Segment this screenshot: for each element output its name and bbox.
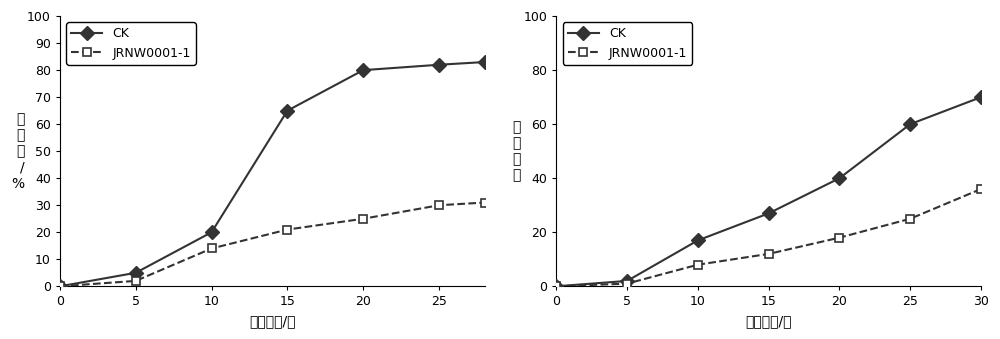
CK bbox=[479, 60, 491, 64]
JRNW0001-1 bbox=[692, 263, 704, 267]
JRNW0001-1 bbox=[357, 217, 369, 221]
JRNW0001-1 bbox=[904, 217, 916, 221]
JRNW0001-1 bbox=[281, 227, 293, 232]
JRNW0001-1 bbox=[130, 279, 142, 283]
CK bbox=[621, 279, 633, 283]
CK bbox=[433, 63, 445, 67]
JRNW0001-1 bbox=[975, 187, 987, 191]
JRNW0001-1 bbox=[833, 236, 845, 240]
Line: CK: CK bbox=[55, 57, 489, 291]
CK bbox=[206, 230, 218, 234]
CK bbox=[904, 122, 916, 126]
CK bbox=[281, 108, 293, 113]
CK bbox=[833, 176, 845, 180]
JRNW0001-1 bbox=[763, 252, 775, 256]
X-axis label: 接种时间/天: 接种时间/天 bbox=[249, 314, 295, 328]
Line: JRNW0001-1: JRNW0001-1 bbox=[56, 198, 489, 291]
CK bbox=[975, 95, 987, 99]
Y-axis label: 感
病
指
数: 感 病 指 数 bbox=[512, 120, 521, 182]
JRNW0001-1 bbox=[550, 284, 562, 288]
JRNW0001-1 bbox=[479, 200, 491, 204]
CK bbox=[692, 238, 704, 242]
JRNW0001-1 bbox=[54, 284, 66, 288]
CK bbox=[763, 211, 775, 215]
Line: CK: CK bbox=[551, 92, 986, 291]
JRNW0001-1 bbox=[621, 282, 633, 286]
Legend: CK, JRNW0001-1: CK, JRNW0001-1 bbox=[563, 22, 692, 65]
CK bbox=[130, 271, 142, 275]
Y-axis label: 感
病
率
/
%: 感 病 率 / % bbox=[11, 112, 24, 191]
Line: JRNW0001-1: JRNW0001-1 bbox=[552, 185, 985, 291]
Legend: CK, JRNW0001-1: CK, JRNW0001-1 bbox=[66, 22, 196, 65]
CK bbox=[54, 284, 66, 288]
JRNW0001-1 bbox=[206, 246, 218, 251]
CK bbox=[550, 284, 562, 288]
CK bbox=[357, 68, 369, 72]
X-axis label: 接种时间/天: 接种时间/天 bbox=[745, 314, 792, 328]
JRNW0001-1 bbox=[433, 203, 445, 207]
